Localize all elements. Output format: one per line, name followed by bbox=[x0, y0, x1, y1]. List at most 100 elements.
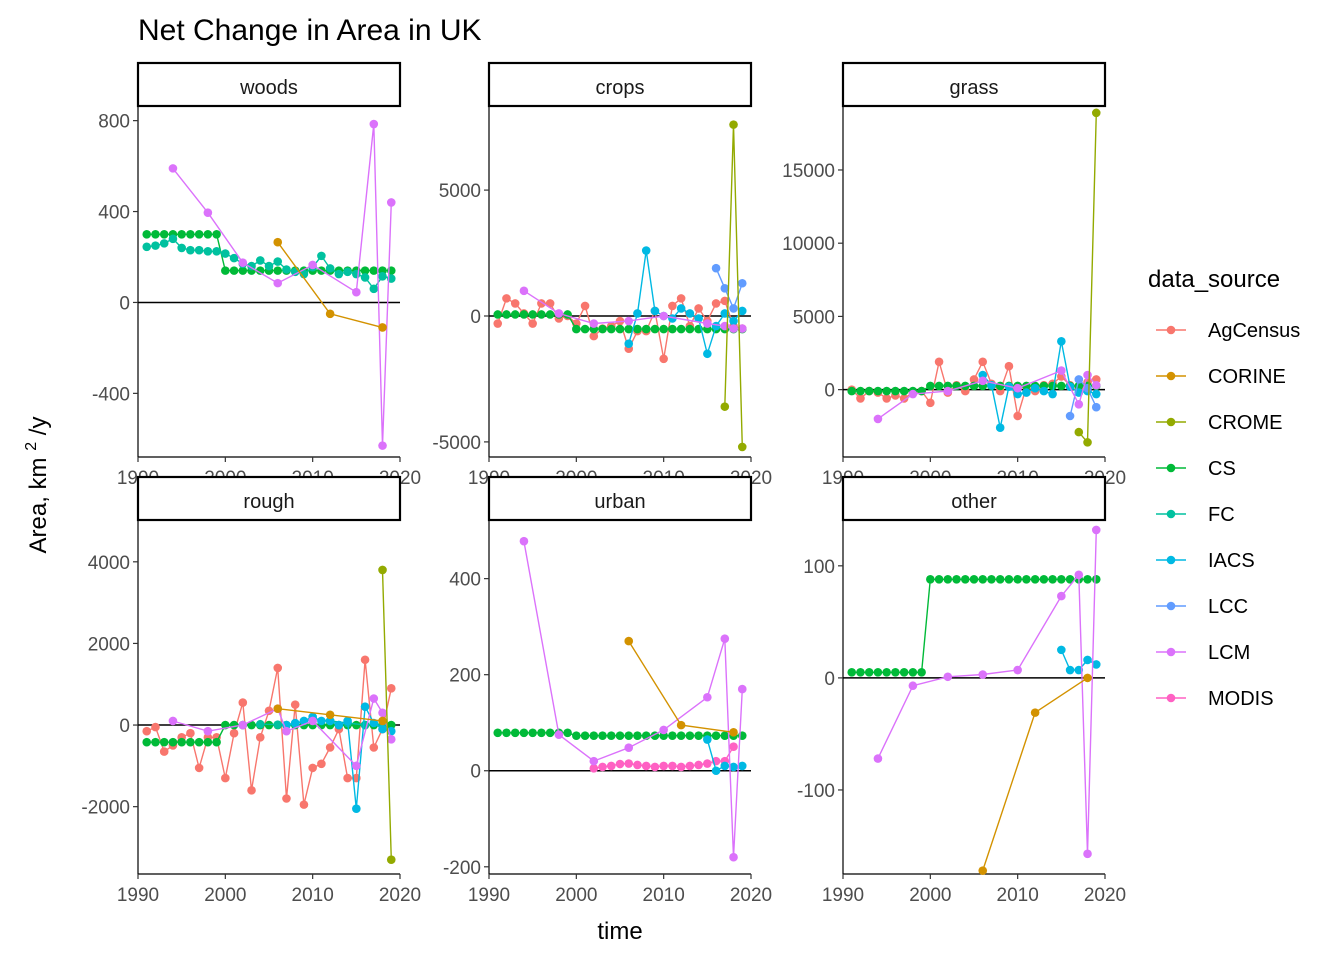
legend-key-point bbox=[1166, 417, 1176, 427]
legend-title: data_source bbox=[1148, 266, 1280, 293]
data-point bbox=[694, 760, 703, 770]
data-point bbox=[1004, 361, 1014, 371]
data-point bbox=[934, 381, 944, 391]
legend-item-FC: FC bbox=[1156, 504, 1235, 526]
data-point bbox=[194, 245, 204, 255]
data-point bbox=[194, 763, 204, 773]
data-point bbox=[1013, 411, 1022, 421]
data-point bbox=[528, 310, 537, 319]
data-point bbox=[668, 314, 677, 323]
data-point bbox=[168, 234, 178, 244]
data-point bbox=[502, 294, 511, 303]
series-LCM bbox=[168, 119, 396, 450]
data-point bbox=[659, 311, 668, 321]
data-point bbox=[729, 762, 738, 772]
data-point bbox=[159, 229, 169, 239]
data-point bbox=[624, 731, 634, 740]
x-tick-label: 2010 bbox=[292, 885, 334, 906]
data-point bbox=[519, 536, 529, 546]
series-IACS bbox=[624, 246, 747, 359]
data-point bbox=[1083, 673, 1092, 683]
data-point bbox=[1048, 389, 1057, 399]
data-point bbox=[177, 243, 186, 253]
data-point bbox=[703, 759, 712, 768]
data-point bbox=[720, 731, 730, 740]
data-point bbox=[282, 726, 291, 736]
data-point bbox=[729, 852, 738, 862]
data-point bbox=[1091, 389, 1101, 399]
data-point bbox=[659, 761, 668, 771]
data-point bbox=[386, 198, 396, 207]
y-tick-label: -200 bbox=[443, 858, 481, 879]
data-point bbox=[1065, 574, 1075, 584]
data-point bbox=[317, 759, 326, 769]
data-point bbox=[711, 299, 721, 308]
data-point bbox=[255, 266, 265, 275]
data-point bbox=[1057, 381, 1066, 391]
data-point bbox=[641, 761, 651, 771]
series-IACS bbox=[703, 735, 747, 776]
data-point bbox=[580, 324, 590, 334]
data-point bbox=[1004, 574, 1014, 584]
data-point bbox=[615, 731, 625, 740]
data-point bbox=[598, 731, 607, 740]
series-LCM bbox=[168, 694, 396, 771]
data-point bbox=[1057, 366, 1066, 375]
data-point bbox=[1083, 438, 1092, 447]
strip-label: rough bbox=[243, 491, 294, 513]
data-point bbox=[633, 760, 642, 770]
data-point bbox=[308, 260, 317, 270]
legend-label: LCC bbox=[1208, 596, 1248, 618]
data-point bbox=[493, 728, 503, 738]
data-point bbox=[229, 728, 239, 738]
data-point bbox=[703, 735, 712, 744]
data-point bbox=[186, 728, 195, 738]
data-point bbox=[1048, 381, 1057, 391]
data-point bbox=[352, 269, 361, 279]
y-tick-label: -400 bbox=[92, 384, 130, 405]
data-point bbox=[1074, 399, 1084, 409]
data-point bbox=[685, 309, 695, 318]
data-point bbox=[694, 731, 703, 740]
data-point bbox=[545, 728, 555, 738]
data-point bbox=[378, 565, 387, 575]
y-tick-label: 0 bbox=[119, 716, 130, 737]
data-point bbox=[729, 316, 738, 326]
data-point bbox=[360, 266, 370, 275]
data-point bbox=[737, 306, 747, 316]
data-point bbox=[238, 258, 248, 267]
data-point bbox=[995, 574, 1005, 584]
data-point bbox=[737, 278, 747, 288]
data-point bbox=[151, 241, 160, 250]
data-point bbox=[1091, 108, 1101, 118]
data-point bbox=[703, 319, 712, 328]
y-axis-title-tail: /y bbox=[25, 417, 52, 436]
data-point bbox=[151, 722, 160, 732]
data-point bbox=[720, 402, 730, 411]
data-point bbox=[369, 743, 379, 752]
data-point bbox=[676, 324, 686, 334]
series-LCM bbox=[519, 286, 747, 333]
data-point bbox=[633, 309, 642, 318]
data-point bbox=[1074, 427, 1084, 437]
y-tick-label: 800 bbox=[98, 112, 130, 133]
data-point bbox=[177, 229, 186, 239]
data-point bbox=[203, 208, 213, 217]
data-point bbox=[891, 667, 900, 677]
legend-item-CROME: CROME bbox=[1156, 412, 1282, 434]
data-point bbox=[908, 389, 918, 399]
series-CROME bbox=[1074, 108, 1101, 447]
data-point bbox=[168, 737, 178, 747]
y-tick-label: 15000 bbox=[782, 161, 835, 182]
legend-key-point bbox=[1166, 647, 1176, 657]
data-point bbox=[1083, 574, 1092, 584]
data-point bbox=[1074, 665, 1084, 675]
data-point bbox=[589, 319, 599, 328]
data-point bbox=[352, 720, 361, 730]
data-point bbox=[1091, 660, 1101, 669]
data-point bbox=[386, 720, 396, 730]
x-tick-label: 1990 bbox=[117, 885, 159, 906]
series-LCM bbox=[873, 366, 1101, 424]
data-point bbox=[926, 398, 935, 408]
series-line bbox=[146, 659, 392, 805]
